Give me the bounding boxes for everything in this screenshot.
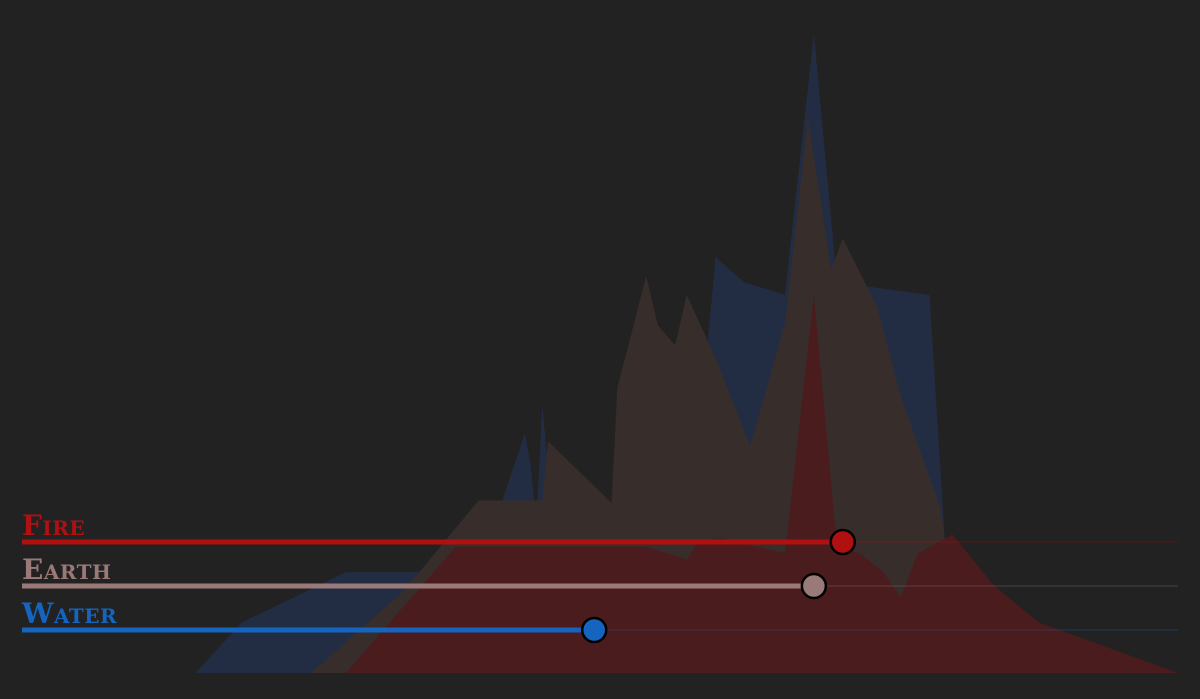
fire-slider-label: Fire: [22, 509, 86, 542]
fire-area-series: [22, 295, 1178, 673]
earth-area-series: [22, 118, 1178, 674]
fire-slider-handle[interactable]: [829, 528, 857, 556]
water-slider-handle[interactable]: [580, 616, 608, 644]
water-slider-label: Water: [22, 597, 118, 630]
earth-slider-label: Earth: [22, 553, 112, 586]
earth-slider-handle[interactable]: [800, 572, 828, 600]
